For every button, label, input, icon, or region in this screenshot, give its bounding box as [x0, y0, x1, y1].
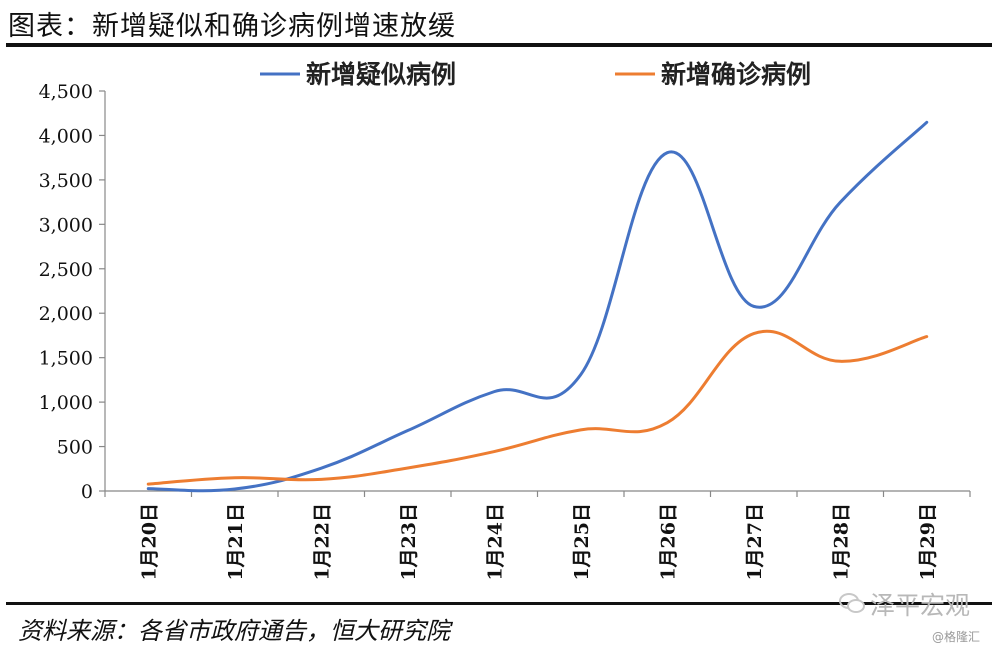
data-point: [319, 477, 323, 481]
series-lines: [146, 120, 929, 493]
data-point: [233, 476, 237, 480]
chart-title: 图表：新增疑似和确诊病例增速放缓: [8, 11, 456, 42]
data-point: [492, 390, 496, 394]
series-line-confirmed: [146, 329, 929, 486]
x-tick-label: 1月24日: [484, 503, 506, 581]
y-tick-label: 3,000: [39, 214, 93, 236]
data-point: [233, 487, 237, 491]
data-point: [319, 466, 323, 470]
x-tick-label: 1月20日: [138, 503, 160, 581]
data-point: [925, 120, 929, 124]
x-tick-label: 1月22日: [311, 503, 333, 581]
data-point: [406, 466, 410, 470]
data-point: [838, 359, 842, 363]
axes: 0 500 1,000 1,500 2,000 2,500 3,000 3,500 4,000 4…: [39, 81, 971, 581]
y-tick-label: 1,500: [39, 348, 93, 370]
y-tick-label: 4,000: [39, 125, 93, 147]
y-tick-label: 2,500: [39, 259, 93, 281]
x-tick-label: 1月27日: [744, 503, 766, 581]
y-tick-label: 4,500: [39, 81, 93, 103]
data-point: [579, 373, 583, 377]
x-tick-label: 1月26日: [657, 503, 679, 581]
top-rule: [6, 43, 992, 47]
watermark-brand: 泽平宏观: [870, 591, 971, 620]
data-point: [492, 450, 496, 454]
data-point: [406, 429, 410, 433]
y-tick-label: 3,500: [39, 170, 93, 192]
legend: 新增疑似病例 新增确诊病例: [260, 60, 811, 89]
legend-label: 新增疑似病例: [306, 60, 456, 89]
data-point: [579, 428, 583, 432]
data-point: [146, 487, 150, 491]
y-tick-label: 2,000: [39, 303, 93, 325]
x-tick-label: 1月28日: [830, 503, 852, 581]
x-tick-label: 1月23日: [398, 503, 420, 581]
series-line-suspected: [146, 120, 929, 493]
data-point: [665, 421, 669, 425]
source-note: 资料来源：各省市政府通告，恒大研究院: [18, 617, 450, 645]
x-tick-label: 1月21日: [225, 503, 247, 581]
bottom-rule: [6, 602, 992, 605]
watermark-handle: @格隆汇: [932, 630, 981, 644]
data-point: [665, 151, 669, 155]
y-tick-label: 500: [57, 437, 93, 459]
data-point: [752, 304, 756, 308]
data-point: [752, 332, 756, 336]
y-tick-label: 0: [81, 481, 93, 503]
data-point: [146, 482, 150, 486]
data-point: [838, 200, 842, 204]
y-tick-label: 1,000: [39, 392, 93, 414]
data-point: [925, 335, 929, 339]
wechat-icon: [839, 593, 865, 613]
legend-label: 新增确诊病例: [661, 60, 811, 89]
x-tick-label: 1月29日: [917, 503, 939, 581]
x-tick-label: 1月25日: [571, 503, 593, 581]
